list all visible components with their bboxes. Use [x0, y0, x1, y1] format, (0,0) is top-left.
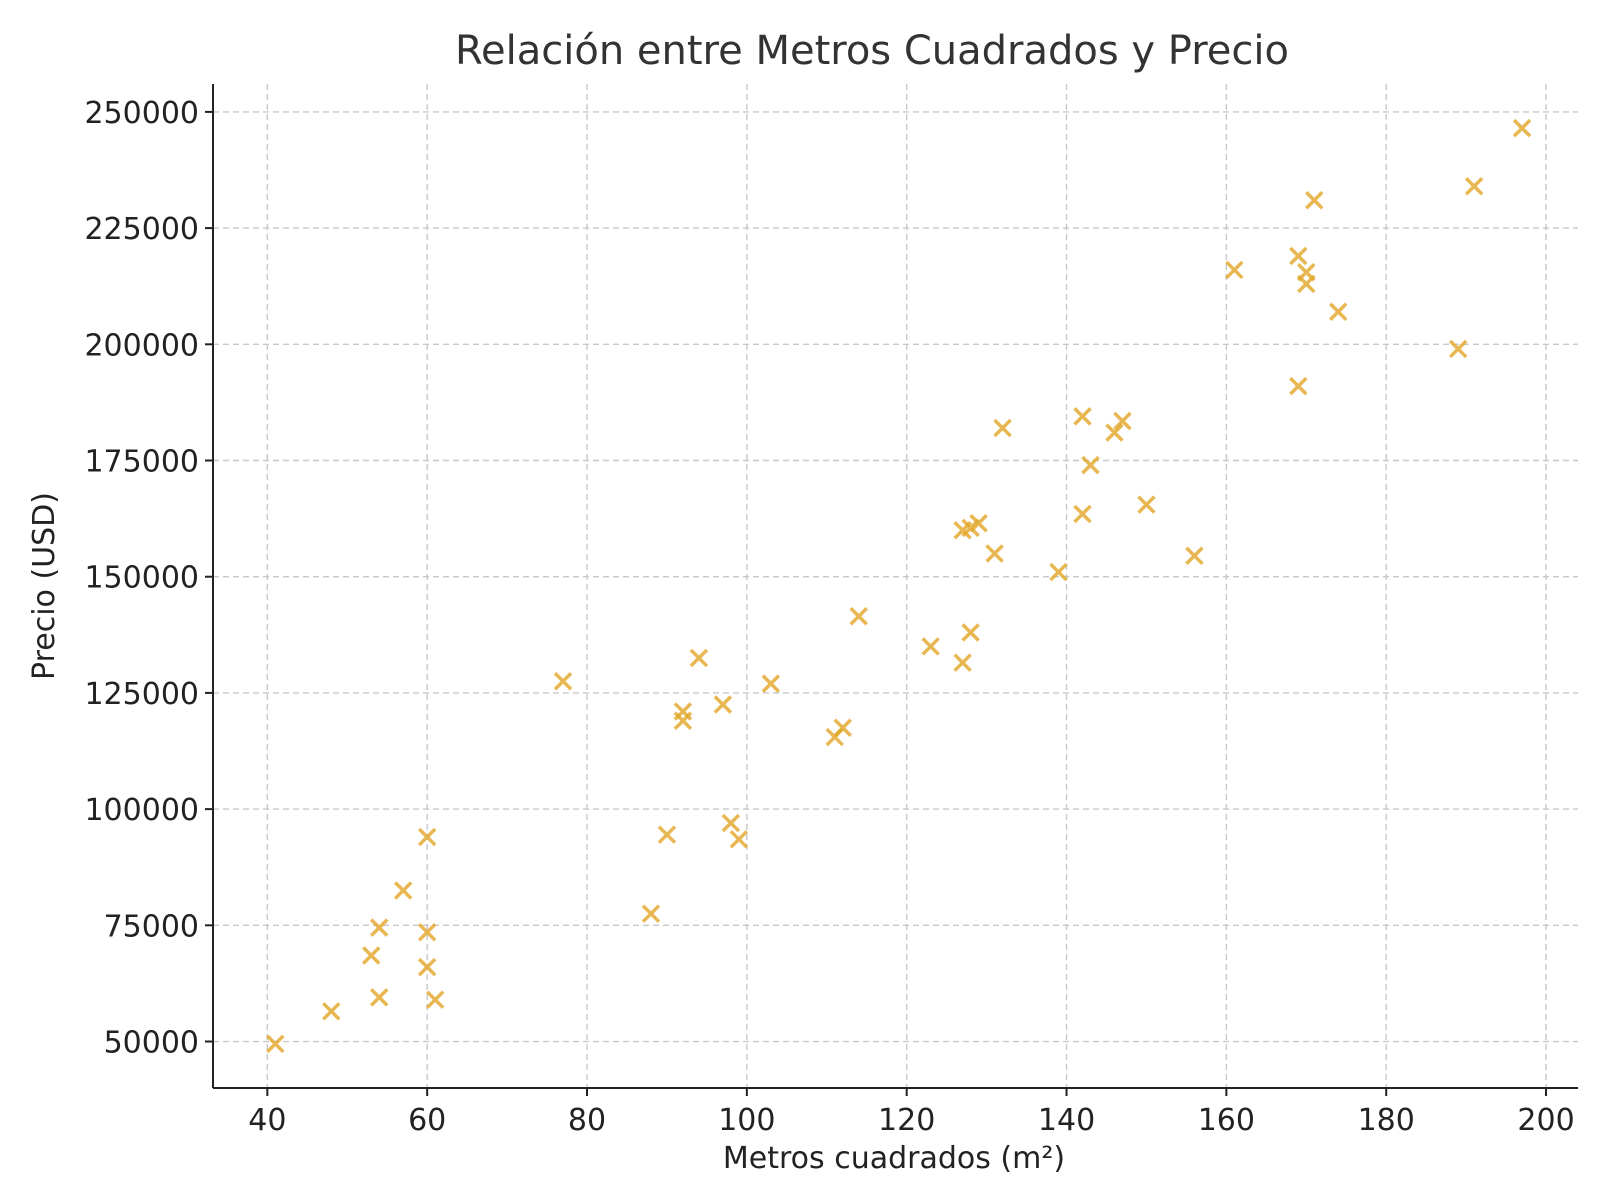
data-point — [1305, 190, 1324, 210]
y-tick-label: 225000 — [84, 212, 199, 247]
data-point — [969, 514, 988, 533]
data-point — [721, 813, 741, 833]
x-tick-label: 100 — [718, 1103, 775, 1138]
data-point — [961, 623, 980, 642]
y-tick-label: 250000 — [84, 96, 199, 131]
y-tick-label: 50000 — [104, 1026, 199, 1061]
data-point — [1289, 376, 1308, 396]
data-point — [713, 695, 733, 714]
data-point — [1073, 407, 1092, 426]
y-tick-label: 75000 — [104, 909, 199, 944]
y-tick-label: 150000 — [84, 561, 199, 596]
data-point — [953, 653, 972, 672]
data-point — [417, 957, 437, 977]
data-point — [1081, 455, 1100, 475]
data-point — [921, 637, 940, 656]
data-point — [1464, 177, 1484, 196]
data-point — [1049, 562, 1068, 582]
data-point — [833, 718, 852, 738]
data-point — [1297, 274, 1316, 294]
data-point — [985, 544, 1004, 563]
data-point — [1113, 411, 1132, 431]
data-point — [553, 672, 573, 691]
data-point — [417, 827, 437, 847]
data-point — [1448, 339, 1468, 359]
x-tick-label: 160 — [1198, 1103, 1255, 1138]
x-tick-label: 80 — [568, 1103, 606, 1138]
data-point — [1137, 495, 1156, 514]
data-point — [761, 674, 781, 693]
data-point — [729, 830, 749, 849]
data-point — [993, 418, 1012, 438]
data-point — [689, 648, 709, 668]
data-point — [1073, 504, 1092, 524]
x-tick-label: 120 — [878, 1103, 935, 1138]
x-tick-label: 200 — [1517, 1103, 1574, 1138]
chart-title: Relación entre Metros Cuadrados y Precio — [455, 28, 1289, 74]
grid — [213, 84, 1578, 1088]
x-tick-label: 60 — [408, 1103, 446, 1138]
data-point — [1225, 260, 1244, 280]
data-point — [369, 918, 389, 937]
data-point — [1289, 246, 1308, 266]
y-tick-label: 125000 — [84, 677, 199, 712]
tick-labels: 40 60 80 100 120 140 160 180 200 50000 75000 100000… — [84, 96, 1574, 1138]
data-point — [657, 825, 677, 844]
data-point — [425, 990, 445, 1009]
y-tick-label: 175000 — [84, 445, 199, 480]
y-tick-label: 200000 — [84, 328, 199, 363]
data-point — [266, 1034, 285, 1054]
data-point — [369, 988, 389, 1007]
y-axis-label: Precio (USD) — [27, 492, 62, 680]
data-point — [1512, 118, 1532, 138]
data-points — [266, 118, 1532, 1054]
x-tick-label: 140 — [1038, 1103, 1095, 1138]
data-point — [641, 904, 661, 923]
y-tick-label: 100000 — [84, 793, 199, 828]
data-point — [322, 1002, 341, 1021]
data-point — [362, 946, 381, 965]
x-tick-label: 180 — [1358, 1103, 1415, 1138]
data-point — [393, 881, 413, 900]
data-point — [1329, 302, 1348, 321]
x-tick-label: 40 — [248, 1103, 286, 1138]
axes — [205, 84, 1578, 1096]
data-point — [1185, 546, 1204, 566]
data-point — [849, 606, 868, 626]
data-point — [417, 923, 437, 942]
data-point — [1105, 423, 1124, 442]
data-point — [673, 711, 693, 731]
x-axis-label: Metros cuadrados (m²) — [723, 1141, 1065, 1176]
